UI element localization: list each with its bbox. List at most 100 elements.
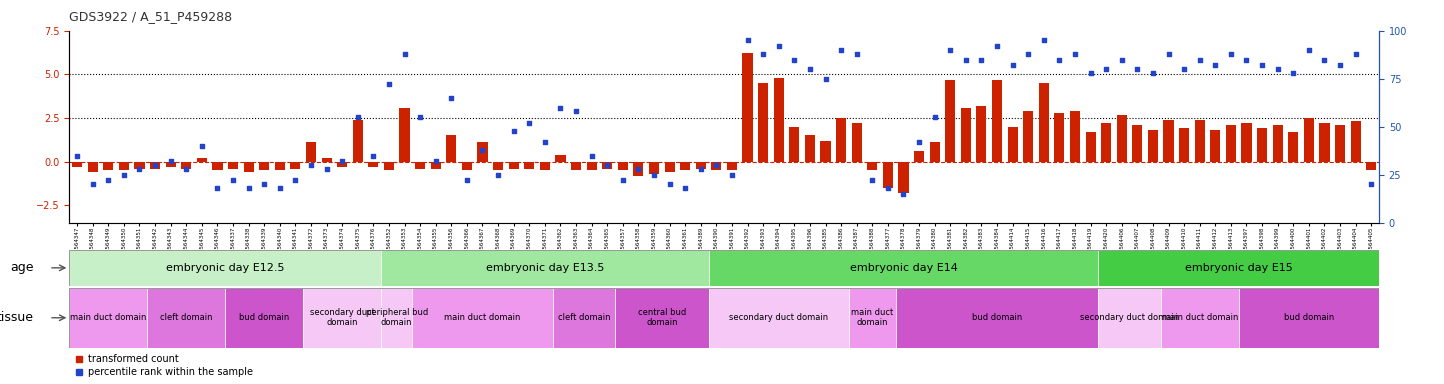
Bar [726, 162, 736, 170]
Bar [1272, 125, 1282, 162]
Point [471, 147, 494, 153]
Point [611, 177, 634, 184]
Text: secondary duct domain: secondary duct domain [729, 313, 829, 322]
Text: embryonic day E14: embryonic day E14 [849, 263, 957, 273]
Point [191, 143, 214, 149]
Text: GDS3922 / A_51_P459288: GDS3922 / A_51_P459288 [69, 10, 232, 23]
Bar [1038, 83, 1048, 162]
Bar [1242, 123, 1252, 162]
Bar [634, 162, 644, 175]
Point [627, 166, 650, 172]
Bar [556, 155, 566, 162]
Point [939, 47, 962, 53]
Bar [1288, 132, 1298, 162]
Bar [712, 162, 722, 170]
Bar [709, 288, 849, 348]
Bar [1070, 111, 1080, 162]
Bar [492, 162, 503, 170]
Bar [1194, 120, 1204, 162]
Point [1360, 181, 1383, 187]
Bar [680, 162, 690, 170]
Point [1048, 56, 1071, 63]
Bar [228, 162, 238, 169]
Bar [166, 162, 176, 167]
Bar [446, 136, 456, 162]
Bar [820, 141, 830, 162]
Bar [430, 162, 440, 169]
Point [1219, 51, 1242, 57]
Point [409, 114, 432, 120]
Point [1095, 66, 1118, 72]
Bar [381, 250, 709, 286]
Bar [895, 288, 1099, 348]
Bar [69, 250, 381, 286]
Point [129, 166, 152, 172]
Point [1110, 56, 1134, 63]
Point [643, 172, 666, 178]
Bar [322, 158, 332, 162]
Bar [225, 288, 303, 348]
Point [658, 181, 682, 187]
Point [175, 166, 198, 172]
Text: peripheral bud
domain: peripheral bud domain [365, 308, 427, 328]
Point [362, 152, 386, 159]
Point [455, 177, 478, 184]
Point [533, 139, 556, 145]
Bar [88, 162, 98, 172]
Point [580, 152, 604, 159]
Bar [882, 162, 892, 188]
Point [1282, 70, 1305, 76]
Bar [290, 162, 300, 169]
Point [221, 177, 244, 184]
Point [65, 152, 88, 159]
Point [81, 181, 104, 187]
Point [487, 172, 510, 178]
Bar [381, 288, 413, 348]
Bar [1210, 130, 1220, 162]
Bar [852, 123, 862, 162]
Point [284, 177, 308, 184]
Bar [134, 162, 144, 169]
Bar [1008, 127, 1018, 162]
Bar [1054, 113, 1064, 162]
Bar [930, 142, 940, 162]
Bar [180, 162, 191, 169]
Text: embryonic day E15: embryonic day E15 [1186, 263, 1292, 273]
Point [159, 158, 182, 164]
Bar [992, 79, 1002, 162]
Text: cleft domain: cleft domain [557, 313, 611, 322]
Bar [212, 162, 222, 170]
Bar [1148, 130, 1158, 162]
Text: main duct domain: main duct domain [445, 313, 521, 322]
Point [97, 177, 120, 184]
Point [549, 104, 572, 111]
Point [143, 162, 166, 168]
Point [814, 76, 838, 82]
Bar [615, 288, 709, 348]
Bar [103, 162, 114, 170]
Bar [150, 162, 160, 169]
Bar [1226, 125, 1236, 162]
Point [970, 56, 993, 63]
Bar [1366, 162, 1376, 170]
Bar [384, 162, 394, 170]
Text: embryonic day E12.5: embryonic day E12.5 [166, 263, 284, 273]
Bar [849, 288, 895, 348]
Bar [1180, 129, 1190, 162]
Text: age: age [10, 262, 33, 274]
Point [829, 47, 852, 53]
Text: main duct domain: main duct domain [1161, 313, 1238, 322]
Point [253, 181, 276, 187]
Text: cleft domain: cleft domain [160, 313, 212, 322]
Point [518, 120, 542, 126]
Point [1126, 66, 1149, 72]
Bar [696, 162, 706, 169]
Point [721, 172, 744, 178]
Point [206, 185, 230, 191]
Point [565, 108, 588, 114]
Bar [1239, 288, 1379, 348]
Bar [368, 162, 378, 167]
Point [923, 114, 946, 120]
Point [751, 51, 774, 57]
Text: main duct
domain: main duct domain [851, 308, 894, 328]
